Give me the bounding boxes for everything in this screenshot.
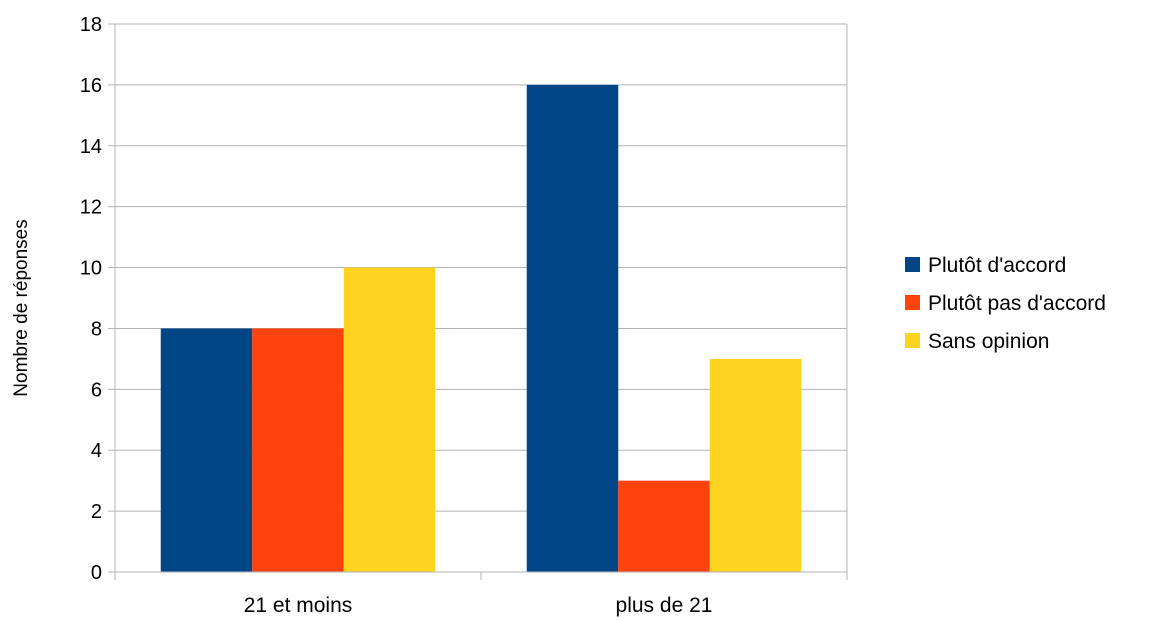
legend-label-1: Plutôt pas d'accord	[928, 292, 1106, 315]
y-tick-label: 10	[80, 258, 102, 280]
x-category-label: 21 et moins	[244, 594, 353, 617]
legend-swatch-0	[905, 257, 920, 272]
axes	[108, 23, 848, 580]
y-tick-label: 2	[91, 501, 102, 523]
y-tick-label: 18	[80, 14, 102, 36]
y-tick-label: 16	[80, 75, 102, 97]
y-tick-label: 14	[80, 136, 102, 158]
x-category-label: plus de 21	[616, 594, 713, 617]
legend-label-0: Plutôt d'accord	[928, 254, 1066, 277]
legend: Plutôt d'accord Plutôt pas d'accord Sans o…	[905, 254, 1106, 353]
legend-label-2: Sans opinion	[928, 330, 1049, 353]
bar-1-0	[252, 328, 344, 572]
y-tick-labels: 0 2 4 6 8 10 12 14 16 18	[80, 14, 102, 584]
bar-0-0	[160, 328, 253, 572]
y-tick-label: 12	[80, 197, 102, 219]
legend-swatch-1	[905, 295, 920, 310]
bar-2-0	[343, 267, 436, 572]
y-tick-label: 0	[91, 562, 102, 584]
y-tick-label: 8	[91, 318, 102, 340]
y-tick-label: 6	[91, 379, 102, 401]
x-category-labels: 21 et moins plus de 21	[244, 594, 713, 617]
bar-2-1	[709, 358, 802, 572]
legend-swatch-2	[905, 333, 920, 348]
y-axis-title: Nombre de réponses	[11, 219, 32, 396]
bar-0-1	[526, 84, 619, 572]
bar-1-1	[618, 480, 710, 572]
bars	[160, 84, 802, 572]
y-tick-label: 4	[91, 440, 102, 462]
